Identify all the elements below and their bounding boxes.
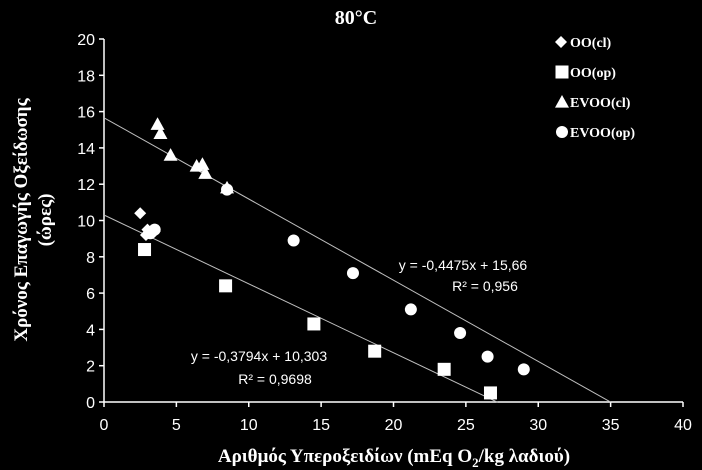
trendline-equation: y = -0,3794x + 10,303 bbox=[191, 348, 327, 364]
circle-point bbox=[404, 303, 417, 316]
circle-point bbox=[517, 363, 530, 376]
circle-point bbox=[287, 234, 300, 247]
x-tick-label: 5 bbox=[172, 417, 181, 434]
square-point bbox=[437, 362, 451, 376]
trendline-equation: y = -0,4475x + 15,66 bbox=[399, 257, 528, 273]
y-tick-label: 16 bbox=[77, 105, 95, 122]
trendline bbox=[103, 117, 611, 403]
x-axis-label: Αριθμός Υπεροξειδίων (mEq O2/kg λαδιού) bbox=[218, 446, 570, 470]
circle-point bbox=[148, 223, 161, 236]
square-point bbox=[483, 386, 497, 400]
square-point bbox=[219, 279, 233, 293]
circle-point bbox=[481, 350, 494, 363]
legend-triangle-icon bbox=[555, 95, 569, 108]
circle-point bbox=[221, 183, 234, 196]
trendline-annotations: y = -0,4475x + 15,66 R² = 0,956 y = -0,379… bbox=[191, 257, 528, 387]
legend-square-icon bbox=[555, 65, 569, 79]
y-tick-label: 4 bbox=[86, 322, 95, 339]
trendline bbox=[103, 214, 498, 403]
square-point bbox=[307, 317, 321, 331]
legend-label: OO(op) bbox=[570, 66, 616, 81]
x-tick-label: 10 bbox=[240, 417, 258, 434]
triangle-point bbox=[198, 166, 213, 179]
y-tick-label: 8 bbox=[86, 250, 95, 267]
square-point bbox=[368, 344, 382, 358]
y-tick-label: 0 bbox=[86, 395, 95, 412]
chart-title: 80°C bbox=[335, 7, 377, 29]
y-tick-label: 20 bbox=[77, 32, 95, 49]
x-tick-label: 0 bbox=[100, 417, 109, 434]
x-tick-label: 15 bbox=[312, 417, 330, 434]
triangle-point bbox=[153, 126, 168, 139]
triangle-point bbox=[150, 117, 165, 130]
trendline-r-squared: R² = 0,956 bbox=[452, 278, 518, 294]
legend-label: EVOO(cl) bbox=[570, 96, 631, 111]
x-tick-label: 35 bbox=[602, 417, 620, 434]
axes: 0 2 4 6 8 10 12 14 16 18 20 0 5 10 15 20 25 30 35 40 bbox=[77, 32, 692, 434]
trendlines bbox=[103, 117, 611, 403]
x-tick-label: 20 bbox=[385, 417, 403, 434]
y-tick-label: 6 bbox=[86, 286, 95, 303]
diamond-point bbox=[134, 207, 147, 220]
circle-point bbox=[454, 327, 467, 340]
square-point bbox=[138, 243, 152, 257]
circle-point bbox=[346, 267, 359, 280]
legend-label: OO(cl) bbox=[570, 36, 612, 51]
y-tick-label: 12 bbox=[77, 177, 95, 194]
trendline-r-squared: R² = 0,9698 bbox=[238, 371, 312, 387]
y-tick-label: 2 bbox=[86, 359, 95, 376]
legend-label: EVOO(op) bbox=[570, 126, 635, 141]
y-tick-label: 10 bbox=[77, 214, 95, 231]
x-tick-label: 40 bbox=[674, 417, 692, 434]
y-tick-label: 14 bbox=[77, 141, 95, 158]
x-tick-label: 30 bbox=[529, 417, 547, 434]
y-axis-label-group: Χρόνος Επαγωγής Οξείδωσης (ώρες) bbox=[11, 97, 56, 341]
legend-diamond-icon bbox=[555, 36, 567, 48]
y-tick-label: 18 bbox=[77, 68, 95, 85]
y-axis-label-line2: (ώρες) bbox=[35, 194, 56, 247]
data-points bbox=[134, 117, 530, 400]
legend-circle-icon bbox=[556, 126, 568, 138]
triangle-point bbox=[195, 157, 210, 170]
y-axis-label-line1: Χρόνος Επαγωγής Οξείδωσης bbox=[11, 97, 32, 341]
triangle-point bbox=[163, 148, 178, 161]
x-tick-label: 25 bbox=[457, 417, 475, 434]
legend: OO(cl) OO(op) EVOO(cl) EVOO(op) bbox=[555, 36, 635, 141]
